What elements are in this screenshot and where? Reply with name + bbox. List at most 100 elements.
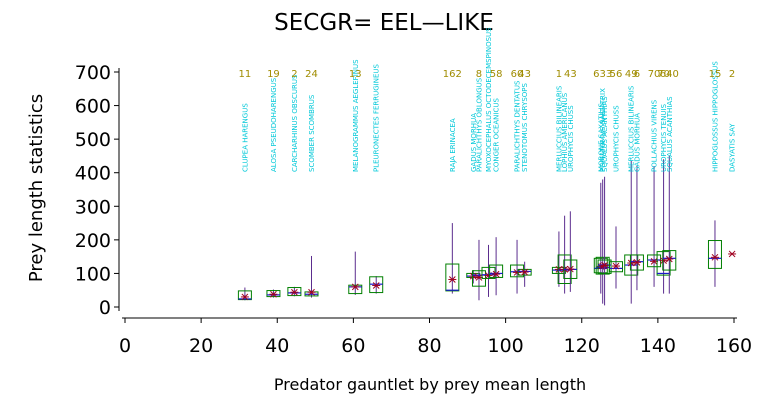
species-label: POMATOMUS SALTATRIX <box>599 88 607 172</box>
box-group: STENOTOMUS CHRYSOPS 43 <box>517 69 532 287</box>
mean-marker <box>566 265 575 273</box>
species-label: RAJA ERINACEA <box>449 118 457 172</box>
species-label: MYOXOCEPHALUS OCTODECEMSPINOSUS <box>485 27 493 172</box>
species-label: MORONE SAXATILIS <box>597 102 605 172</box>
species-label: UROPHYCIS CHUSS <box>567 105 575 172</box>
box-iqr <box>287 287 302 297</box>
species-label: CONGER OCEANICUS <box>493 98 501 172</box>
count-label: 19 <box>267 69 280 80</box>
x-axis-ticks: 0 20 40 60 80 100 120 140 160 <box>119 318 752 357</box>
box-group: RAJA ERINACEA 162 <box>443 69 462 294</box>
y-axis-label: Prey length statistics <box>26 94 47 282</box>
species-label: SQUALUS ACANTHIAS <box>601 96 609 172</box>
species-label: PARALICHTHYS DENTATUS <box>514 80 522 172</box>
box-group: CONGER OCEANICUS 58 <box>489 69 504 296</box>
count-label: 49 <box>625 69 638 80</box>
box-group: PLEURONECTES FERRUGINEUS <box>369 63 384 294</box>
x-tick-label: 120 <box>564 335 600 357</box>
box-iqr <box>517 268 532 276</box>
species-label: SCOMBER SCOMBRUS <box>308 94 316 172</box>
count-label: 640 <box>660 69 679 80</box>
mean-marker <box>627 259 636 267</box>
count-label: 56 <box>610 69 623 80</box>
mean-marker <box>710 253 719 261</box>
y-tick-label: 600 <box>75 96 111 118</box>
box-iqr <box>348 284 363 295</box>
x-tick-label: 160 <box>716 335 752 357</box>
count-label: 2 <box>729 69 735 80</box>
x-axis-label: Predator gauntlet by prey mean length <box>274 375 586 394</box>
mean-marker <box>269 290 278 298</box>
box-iqr <box>266 290 281 298</box>
box-group: DASYATIS SAY 2 <box>728 69 737 258</box>
count-label: 43 <box>518 69 531 80</box>
box-iqr <box>489 264 504 278</box>
x-tick-label: 40 <box>265 335 289 357</box>
count-label: 13 <box>349 69 362 80</box>
mean-marker <box>600 262 609 269</box>
box-iqr <box>629 254 644 271</box>
box-group: GADUS MORHUA 6 <box>629 69 644 291</box>
count-label: 6 <box>634 69 640 80</box>
box-group: SQUALUS ACANTHIAS 640 <box>660 69 679 294</box>
count-label: 70 <box>657 69 670 80</box>
species-label: HIPPOGLOSSUS HIPPOGLOSSUS <box>711 61 719 172</box>
x-tick-label: 80 <box>417 335 441 357</box>
mean-marker <box>728 250 737 258</box>
mean-marker <box>290 288 299 296</box>
count-label: 24 <box>305 69 318 80</box>
box-group: POLLACHIUS VIRENS 70 <box>647 69 662 287</box>
y-tick-label: 300 <box>75 196 111 218</box>
species-label: MERLUCCIUS BILINEARIS <box>555 85 563 172</box>
count-label: 2 <box>291 69 297 80</box>
mean-marker <box>492 270 501 278</box>
species-label: CARCHARHINUS OBSCURUS <box>291 74 299 172</box>
species-label: UROPHYCIS CHUSS <box>613 105 621 172</box>
species-label: GADUS MORHUA <box>633 113 641 172</box>
species-label: UROPHYCIS TENUIS <box>660 103 668 172</box>
x-tick-label: 100 <box>487 335 523 357</box>
count-label: 633 <box>593 69 612 80</box>
box-iqr <box>662 250 677 271</box>
y-axis-ticks: 0 100 200 300 400 500 600 700 <box>75 62 119 319</box>
y-tick-label: 0 <box>99 297 111 319</box>
chart-title: SECGR= EEL—LIKE <box>274 10 494 36</box>
box-group: CLUPEA HARENGUS 11 <box>237 69 252 301</box>
box-iqr <box>597 259 612 274</box>
mean-marker <box>520 268 529 276</box>
y-tick-label: 500 <box>75 129 111 151</box>
count-label: 43 <box>564 69 577 80</box>
box-group: SCOMBER SCOMBRUS 24 <box>304 69 319 298</box>
y-tick-label: 100 <box>75 263 111 285</box>
count-label: 58 <box>490 69 503 80</box>
species-label: MERLUCCIUS BILINEARIS <box>628 85 636 172</box>
species-label: GADUS MORHUA <box>470 113 478 172</box>
mean-marker <box>448 276 457 283</box>
mean-marker <box>665 255 674 263</box>
y-tick-label: 400 <box>75 163 111 185</box>
box-iqr <box>707 240 722 269</box>
mean-marker <box>632 258 641 266</box>
mean-marker <box>240 293 249 301</box>
species-label: MELANOGRAMMUS AEGLEFINUS <box>352 59 360 172</box>
box-iqr <box>445 263 460 292</box>
species-label: POLLACHIUS VIRENS <box>651 99 659 172</box>
box-iqr <box>237 290 252 301</box>
box-iqr <box>609 261 624 273</box>
x-tick-label: 20 <box>189 335 213 357</box>
count-label: 162 <box>443 69 462 80</box>
y-tick-label: 200 <box>75 230 111 252</box>
mean-marker <box>307 288 316 296</box>
species-label: DASYATIS SAY <box>729 123 737 172</box>
count-label: 11 <box>239 69 252 80</box>
species-label: CLUPEA HARENGUS <box>241 103 249 172</box>
count-label: 60 <box>511 69 524 80</box>
mean-marker <box>351 283 360 291</box>
